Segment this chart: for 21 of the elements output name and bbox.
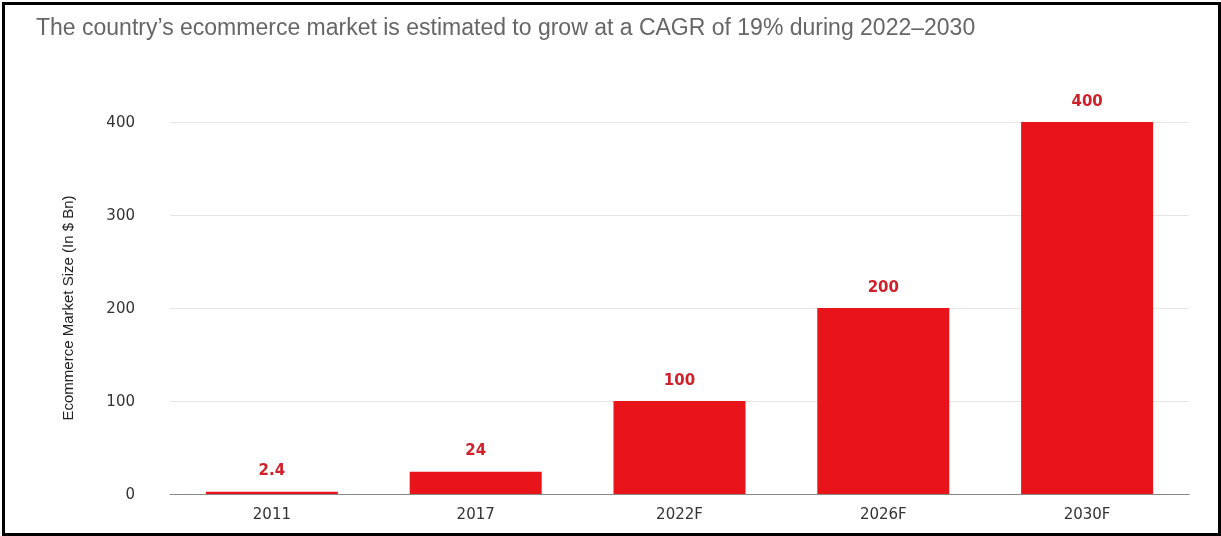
bar (409, 471, 542, 494)
y-tick-label: 400 (106, 113, 135, 131)
bar (613, 401, 746, 494)
y-axis-title: Ecommerce Market Size (In $ Bn) (59, 195, 76, 421)
x-tick-label: 2011 (252, 504, 291, 523)
x-tick-label: 2030F (1063, 504, 1111, 523)
y-tick-label: 300 (106, 206, 135, 224)
chart-title: The country’s ecommerce market is estimated to grow at a CAGR of 19% during 2022–2030 (36, 14, 977, 41)
bar (817, 308, 950, 494)
bar (1021, 122, 1154, 494)
y-tick-label: 100 (106, 392, 135, 410)
data-label: 24 (465, 441, 487, 460)
x-tick-label: 2022F (656, 504, 703, 523)
x-tick-label: 2017 (456, 504, 495, 523)
data-label: 2.4 (258, 461, 286, 480)
x-tick-label: 2026F (859, 504, 907, 523)
y-tick-label: 200 (106, 299, 135, 317)
data-label: 400 (1071, 91, 1103, 110)
y-tick-label: 0 (125, 485, 135, 503)
data-label: 200 (867, 277, 899, 296)
data-label: 100 (663, 370, 696, 389)
